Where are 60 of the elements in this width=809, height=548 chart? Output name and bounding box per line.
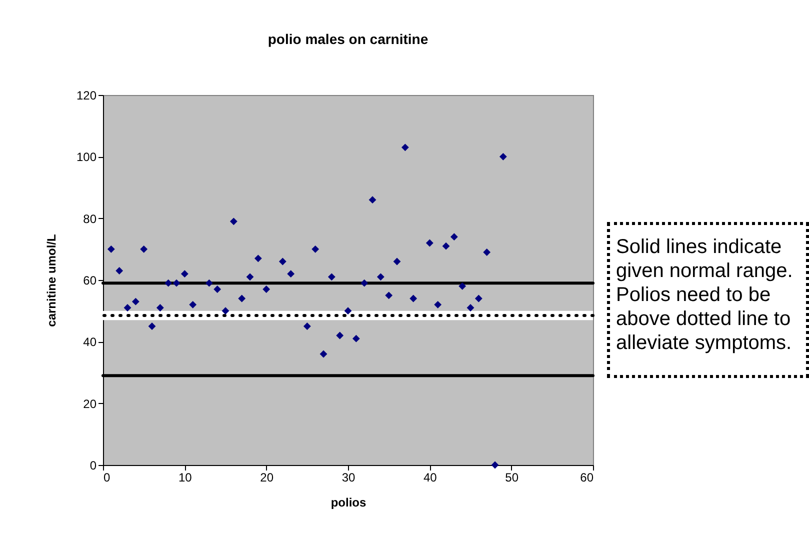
point <box>401 144 409 152</box>
point <box>491 461 499 469</box>
x-tick-label: 30 <box>342 470 356 484</box>
point <box>140 245 148 253</box>
point <box>458 282 466 290</box>
point <box>385 292 393 300</box>
point <box>205 279 213 287</box>
point <box>116 267 124 274</box>
y-tick-label: 100 <box>76 150 97 164</box>
x-tick-label: 50 <box>505 470 519 484</box>
y-tick-label: 80 <box>83 212 97 226</box>
point <box>393 258 401 266</box>
point <box>426 239 434 247</box>
y-tick-label: 20 <box>83 396 97 411</box>
x-tick-label: 40 <box>423 470 438 484</box>
text: Solid lines indicate given normal range. Polios need to be above dotted line to alleviate symptoms. <box>607 222 809 378</box>
point <box>287 270 295 278</box>
point <box>230 218 238 226</box>
point <box>450 233 458 241</box>
x-tick-label: 0 <box>104 470 110 484</box>
point <box>164 279 172 287</box>
point <box>320 350 328 358</box>
point <box>303 322 311 330</box>
point <box>180 270 188 278</box>
x-axis-title: polios <box>330 496 366 510</box>
point <box>499 152 507 160</box>
point <box>336 332 344 340</box>
point <box>132 298 140 306</box>
x-tick-label: 10 <box>178 470 192 484</box>
point <box>278 258 286 266</box>
point <box>410 294 418 302</box>
y-axis-title: carnitine umol/L <box>44 234 58 327</box>
y-tick-label: 40 <box>83 335 97 350</box>
point <box>107 245 115 253</box>
x-tick-label: 20 <box>260 470 274 484</box>
point <box>189 300 197 308</box>
point <box>483 248 491 256</box>
point <box>254 254 262 262</box>
point <box>434 300 442 308</box>
point <box>376 273 384 281</box>
point <box>474 294 482 302</box>
y-tick-label: 60 <box>83 274 97 288</box>
point <box>360 279 368 287</box>
point <box>352 334 360 342</box>
point <box>328 273 336 281</box>
chart-title: polio males on carnitine <box>268 31 428 47</box>
point <box>246 273 254 281</box>
point <box>368 196 376 204</box>
point <box>312 245 320 253</box>
point <box>172 279 180 287</box>
y-tick-label: 120 <box>76 88 97 102</box>
point <box>214 286 222 293</box>
point <box>238 294 246 302</box>
point <box>262 286 270 293</box>
point <box>344 307 352 315</box>
point <box>156 304 164 312</box>
point <box>442 242 450 250</box>
x-tick-label: 60 <box>580 470 594 484</box>
y-tick-label: 0 <box>90 458 97 472</box>
point <box>222 307 230 315</box>
